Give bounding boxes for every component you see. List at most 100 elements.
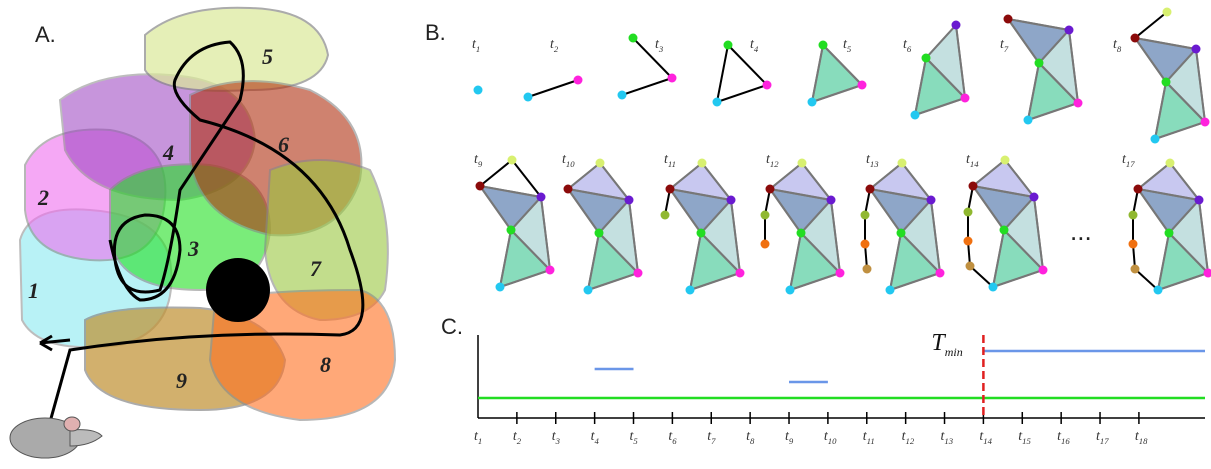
edge	[728, 45, 767, 85]
time-label-sub: 3	[658, 44, 664, 54]
complex	[964, 156, 1048, 292]
complex	[1004, 15, 1083, 125]
tick-label-sub: 12	[906, 436, 915, 446]
node	[1166, 159, 1175, 168]
time-label: t3	[655, 37, 664, 54]
node	[989, 283, 998, 292]
edge	[717, 85, 767, 102]
node	[936, 269, 945, 278]
node	[786, 286, 795, 295]
node	[866, 185, 875, 194]
tick-label-sub: 1	[478, 436, 482, 446]
node	[1192, 45, 1201, 54]
time-label-sub: 9	[478, 159, 483, 169]
panel-label: B.	[425, 20, 446, 45]
tick-label: t1	[474, 429, 482, 446]
node	[766, 185, 775, 194]
region-label: 8	[320, 352, 331, 377]
complex	[761, 159, 845, 295]
node	[713, 98, 722, 107]
node	[861, 211, 870, 220]
region-label: 6	[278, 132, 289, 157]
region-label: 5	[262, 44, 273, 69]
node	[1154, 286, 1163, 295]
time-label: t10	[562, 152, 575, 169]
node	[698, 159, 707, 168]
edge	[633, 38, 672, 78]
time-label-sub: 5	[847, 44, 852, 54]
node	[861, 240, 870, 249]
tick-label: t10	[824, 429, 837, 446]
node	[686, 286, 695, 295]
time-label: t7	[1000, 37, 1009, 54]
node	[1030, 193, 1039, 202]
node	[863, 265, 872, 274]
time-label: t4	[750, 37, 759, 54]
time-label: t2	[550, 37, 559, 54]
time-label: t6	[903, 37, 912, 54]
place-fields	[20, 8, 395, 420]
node	[1131, 265, 1140, 274]
node	[668, 74, 677, 83]
tick-label: t12	[902, 429, 915, 446]
region-label: 3	[187, 236, 199, 261]
node	[1165, 229, 1174, 238]
node	[507, 226, 516, 235]
time-label-sub: 10	[566, 159, 575, 169]
node	[546, 266, 555, 275]
node	[969, 182, 978, 191]
node	[1129, 240, 1138, 249]
node	[1195, 196, 1204, 205]
time-label-sub: 13	[870, 159, 879, 169]
node	[761, 211, 770, 220]
tick-label: t7	[707, 429, 716, 446]
node	[1162, 78, 1171, 87]
tick-label: t2	[513, 429, 522, 446]
complex	[524, 76, 583, 102]
node	[727, 196, 736, 205]
node	[618, 91, 627, 100]
panel-c: C. t1t2t3t4t5t6t7t8t9t10t11t12t13t14t15t…	[441, 314, 1205, 446]
node	[897, 229, 906, 238]
node	[661, 211, 670, 220]
tick-label-sub: 3	[555, 436, 561, 446]
panel-a: A. 123456789	[10, 8, 395, 458]
complex	[476, 156, 555, 292]
edge	[1135, 269, 1158, 290]
node	[827, 196, 836, 205]
node	[819, 41, 828, 50]
node	[524, 93, 533, 102]
node	[1201, 118, 1210, 127]
time-label-sub: 11	[668, 159, 676, 169]
node	[1035, 59, 1044, 68]
node	[1074, 99, 1083, 108]
tick-label-sub: 16	[1061, 436, 1070, 446]
region-label: 9	[176, 368, 187, 393]
time-label: t13	[866, 152, 879, 169]
node	[736, 269, 745, 278]
time-label-sub: 12	[770, 159, 779, 169]
tick-label: t17	[1096, 429, 1109, 446]
tick-label-sub: 5	[633, 436, 638, 446]
time-label-sub: 2	[554, 44, 559, 54]
tick-label: t6	[668, 429, 677, 446]
time-label: t1	[472, 37, 480, 54]
figure: A. 123456789 B. ... t1t2t3t4t5t6t7t8t9t1…	[0, 0, 1211, 469]
node	[595, 229, 604, 238]
time-label-sub: 14	[970, 159, 979, 169]
edge	[717, 45, 728, 102]
tick-label-sub: 15	[1022, 436, 1031, 446]
node	[596, 159, 605, 168]
time-label: t8	[1113, 37, 1122, 54]
edge	[512, 160, 541, 197]
mouse	[10, 417, 102, 458]
complex	[618, 34, 677, 100]
tick-label-sub: 7	[711, 436, 716, 446]
tick-label: t5	[630, 429, 639, 446]
time-label-sub: 6	[907, 44, 912, 54]
region-label: 7	[310, 256, 322, 281]
node	[1151, 135, 1160, 144]
node	[836, 269, 845, 278]
tick-label: t9	[785, 429, 794, 446]
time-label: t11	[664, 152, 676, 169]
